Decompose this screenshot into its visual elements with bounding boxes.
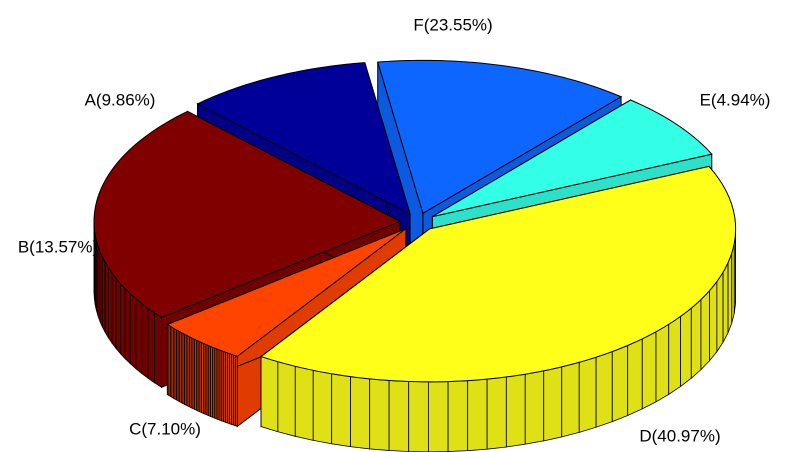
pie-slice-F-wall <box>129 292 137 370</box>
pie-labels: A(9.86%) B(13.57%) C(7.10%) D(40.97%) E(4.94… <box>18 15 771 445</box>
pie-slice-D-wall <box>655 323 670 403</box>
pie-slice-D-wall <box>467 378 488 452</box>
slice-label-C: C(7.10%) <box>129 419 201 438</box>
pie-slice-D-wall <box>543 366 563 442</box>
pie-slice-D <box>260 165 737 452</box>
pie-slice-A-top <box>196 62 411 215</box>
pie-slice-D-wall <box>722 262 729 343</box>
pie-slice-D-wall <box>312 369 333 445</box>
pie-slice-D-top <box>260 165 737 383</box>
pie-slice-D-wall <box>700 289 710 371</box>
slice-label-F: F(23.55%) <box>413 15 492 34</box>
pie-slice-D-wall <box>595 351 613 428</box>
pie-slice-F-wall <box>101 256 106 333</box>
pie-slice-D-wall <box>627 338 643 417</box>
pie-slice-D-wall <box>561 361 580 438</box>
pie-slice-F-wall <box>111 271 117 350</box>
pie-slice-D-wall <box>260 356 279 433</box>
pie-slice-D-wall <box>277 361 296 437</box>
pie-slices <box>93 59 737 452</box>
pie-slice-E-wall <box>234 355 238 427</box>
pie-slice-D-wall <box>641 331 657 410</box>
pie-slice-F-top <box>93 110 402 318</box>
pie-slice-D-wall <box>727 252 733 333</box>
pie-slice-E <box>166 227 407 428</box>
pie-slice-D-wall <box>505 373 526 448</box>
pie-slice-B-top <box>377 59 623 215</box>
pie-slice-F-wall <box>115 277 121 355</box>
pie-slice-D-wall <box>524 370 545 445</box>
pie-slice-D-wall <box>427 381 449 452</box>
pie-slice-D-wall <box>388 380 410 452</box>
pie-slice-D-wall <box>668 315 681 396</box>
pie-slice-D-wall <box>690 298 702 380</box>
pie-slice-D-wall <box>611 344 629 423</box>
pie-slice-D-wall <box>331 373 351 448</box>
slice-label-A: A(9.86%) <box>85 90 156 109</box>
pie-slice-F-wall <box>119 282 126 360</box>
pie-slice-F-wall <box>104 260 109 340</box>
slice-label-E: E(4.94%) <box>700 90 771 109</box>
pie-slice-F-wall <box>135 297 143 375</box>
pie-slice-F-wall <box>124 287 131 365</box>
pie-slice-D-wall <box>709 280 718 362</box>
pie-slice-D-wall <box>680 307 692 388</box>
pie-slice-F-wall <box>147 307 155 384</box>
pie-slice-F-wall <box>141 302 149 380</box>
pie-slice-D-wall <box>294 365 314 441</box>
slice-label-D: D(40.97%) <box>639 426 720 445</box>
pie-slice-F-wall <box>154 312 162 389</box>
pie-slice-D-wall <box>578 356 597 433</box>
pie-slice-F-wall <box>107 266 113 345</box>
pie-slice-D-wall <box>447 380 469 452</box>
slice-label-B: B(13.57%) <box>18 237 98 256</box>
pie-slice-D-wall <box>486 376 507 450</box>
pie-slice-E-top <box>166 228 407 357</box>
pie-slice-D-wall <box>350 376 371 450</box>
pie-slice-D-wall <box>408 381 429 452</box>
pie-slice-D-wall <box>369 378 390 451</box>
pie-slice-C-top <box>432 99 713 218</box>
pie-slice-D-wall <box>716 270 724 353</box>
